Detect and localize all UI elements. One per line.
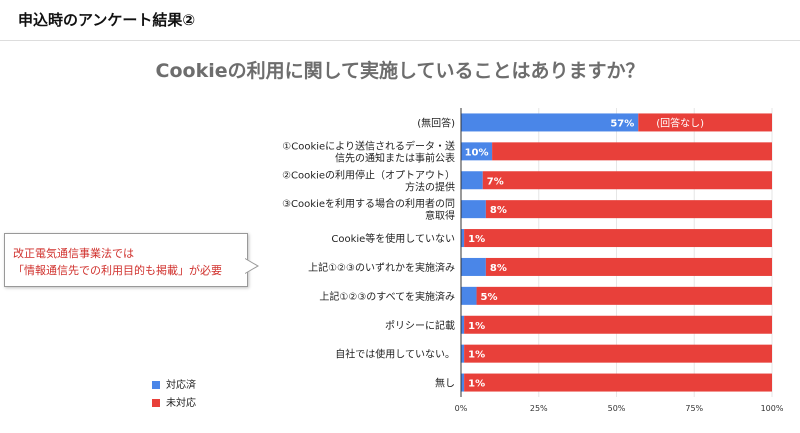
legend-item-not-done: 未対応 — [152, 398, 196, 416]
category-label: 意取得 — [425, 209, 455, 222]
legend: 対応済 未対応 — [152, 380, 196, 416]
data-label: 10% — [465, 147, 489, 158]
category-label: 方法の提供 — [405, 180, 455, 193]
page-header: 申込時のアンケート結果② — [0, 0, 800, 41]
bar-segment — [461, 257, 486, 276]
category-label: 上記①②③のすべてを実施済み — [319, 290, 455, 303]
category-label: 信先の通知または事前公表 — [335, 151, 455, 164]
x-tick-label: 75% — [685, 404, 703, 413]
category-label: 自社では使用していない。 — [335, 348, 455, 361]
data-label: 1% — [468, 234, 485, 245]
data-label: 5% — [481, 292, 498, 303]
data-label: 1% — [468, 321, 485, 332]
callout-box: 改正電気通信事業法では 「情報通信先での利用目的も掲載」が必要 — [4, 233, 248, 287]
category-label: (無回答) — [417, 116, 455, 129]
data-label: 57% — [610, 118, 634, 129]
bar-segment — [485, 200, 772, 219]
data-label: 8% — [490, 263, 507, 274]
category-label: ポリシーに記載 — [385, 319, 455, 332]
bar-segment — [461, 142, 493, 161]
bar-segment — [461, 344, 465, 363]
legend-swatch-done — [152, 381, 160, 389]
bar-segment — [461, 113, 639, 132]
bar-segment — [476, 286, 772, 305]
category-label: ③Cookieを利用する場合の利用者の同 — [282, 197, 455, 210]
bar-segment — [461, 171, 483, 190]
bar-segment — [464, 229, 772, 248]
category-label: 上記①②③のいずれかを実施済み — [308, 261, 455, 274]
x-tick-label: 0% — [455, 404, 468, 413]
bar-segment — [461, 315, 465, 334]
legend-item-done: 対応済 — [152, 380, 196, 398]
callout-line-1: 改正電気通信事業法では — [13, 247, 134, 260]
bar-segment — [638, 113, 772, 132]
bar-annotation: (回答なし) — [656, 116, 704, 129]
bar-segment — [482, 171, 772, 190]
bar-segment — [492, 142, 772, 161]
chart-title: Cookieの利用に関して実施していることはありますか？ — [155, 60, 645, 82]
data-label: 1% — [468, 350, 485, 361]
legend-label-done: 対応済 — [166, 380, 196, 391]
category-label: ①Cookieにより送信されるデータ・送 — [282, 139, 455, 152]
x-tick-label: 25% — [530, 404, 548, 413]
legend-label-not-done: 未対応 — [166, 398, 196, 409]
category-label: 無し — [435, 377, 455, 390]
category-label: Cookie等を使用していない — [331, 232, 455, 245]
page-title: 申込時のアンケート結果② — [18, 11, 196, 29]
x-tick-label: 50% — [608, 404, 626, 413]
bar-segment — [464, 315, 772, 334]
bar-segment — [461, 200, 486, 219]
callout-line-2: 「情報通信先での利用目的も掲載」が必要 — [13, 264, 222, 277]
x-tick-label: 100% — [761, 404, 784, 413]
bar-segment — [464, 344, 772, 363]
data-label: 1% — [468, 379, 485, 390]
bar-segment — [461, 373, 465, 392]
bar-segment — [461, 286, 477, 305]
data-label: 8% — [490, 205, 507, 216]
data-label: 7% — [487, 176, 504, 187]
bar-segment — [485, 257, 772, 276]
callout-arrow-inner — [245, 259, 257, 273]
legend-swatch-not-done — [152, 399, 160, 407]
bar-segment — [464, 373, 772, 392]
bar-segment — [461, 229, 465, 248]
category-label: ②Cookieの利用停止（オプトアウト） — [282, 168, 455, 181]
